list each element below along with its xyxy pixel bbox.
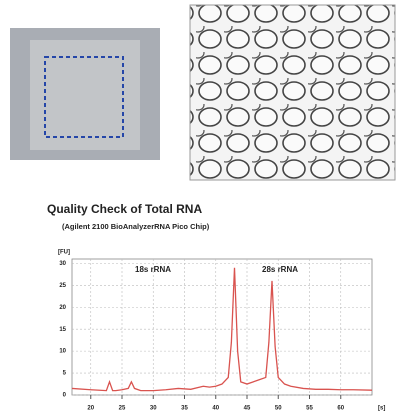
y-tick-label: 10 xyxy=(59,349,66,355)
plot-frame xyxy=(72,259,372,395)
annotation: 28s rRNA xyxy=(262,265,298,274)
y-tick-label: 15 xyxy=(59,327,66,333)
x-tick-label: 25 xyxy=(119,406,126,412)
y-tick-label: 20 xyxy=(59,305,66,311)
tissue-image-right xyxy=(190,5,395,180)
y-tick-label: 5 xyxy=(63,371,67,377)
y-tick-label: 25 xyxy=(59,283,66,289)
y-tick-label: 0 xyxy=(63,393,67,399)
x-tick-label: 40 xyxy=(212,406,219,412)
y-axis-label: [FU] xyxy=(58,250,70,256)
y-tick-label: 30 xyxy=(59,261,66,267)
tissue-image-left xyxy=(10,28,160,160)
x-tick-label: 30 xyxy=(150,406,157,412)
figure: Quality Check of Total RNA (Agilent 2100… xyxy=(0,0,405,420)
x-tick-label: 50 xyxy=(275,406,282,412)
chart-subtitle: (Agilent 2100 BioAnalyzerRNA Pico Chip) xyxy=(62,222,210,231)
x-tick-label: 45 xyxy=(244,406,251,412)
x-tick-label: 60 xyxy=(337,406,344,412)
x-axis-label: [s] xyxy=(378,406,385,412)
x-tick-label: 20 xyxy=(87,406,94,412)
chart-title: Quality Check of Total RNA xyxy=(47,202,202,216)
x-tick-label: 35 xyxy=(181,406,188,412)
page: {"chart_data": {"type": "line", "title":… xyxy=(0,0,405,420)
x-tick-label: 55 xyxy=(306,406,313,412)
